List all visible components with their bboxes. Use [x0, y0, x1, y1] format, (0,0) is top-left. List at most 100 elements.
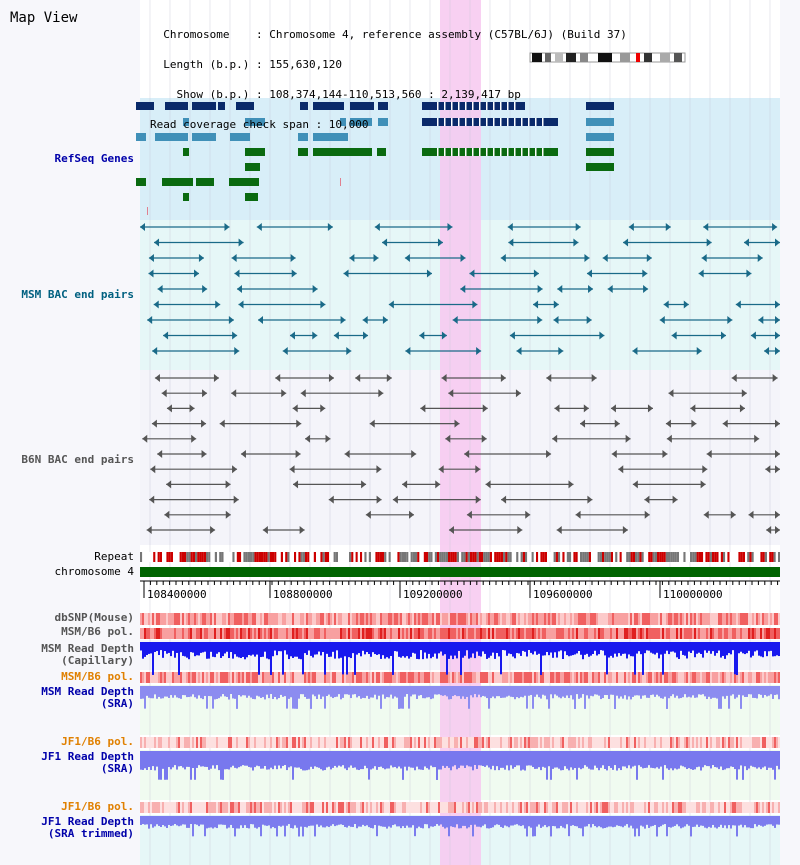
heat-cell	[324, 628, 326, 639]
track-label-jf1-depth-trimmed[interactable]: JF1 Read Depth (SRA trimmed)	[41, 815, 134, 840]
heat-cell	[554, 613, 556, 625]
heat-cell	[732, 672, 734, 683]
track-label-b6n-bac[interactable]: B6N BAC end pairs	[21, 453, 134, 466]
track-label-repeat[interactable]: Repeat	[94, 550, 134, 563]
heat-cell	[316, 802, 318, 813]
depth-bar	[570, 751, 572, 768]
heat-cell	[672, 613, 674, 625]
bac-end-marker	[466, 510, 472, 519]
ideogram-band	[644, 53, 652, 62]
heat-cell	[366, 613, 368, 625]
heat-cell	[512, 737, 514, 748]
heat-cell	[648, 802, 650, 813]
heat-cell	[438, 802, 440, 813]
heat-cell	[560, 737, 562, 748]
bac-end-marker	[164, 510, 170, 519]
heat-cell	[238, 737, 240, 748]
heat-cell	[630, 613, 632, 625]
heat-cell	[742, 737, 744, 748]
track-label-msm-bac[interactable]: MSM BAC end pairs	[21, 288, 134, 301]
depth-bar	[218, 816, 220, 825]
heat-cell	[420, 672, 422, 683]
depth-bar	[596, 816, 598, 828]
heat-cell	[342, 802, 344, 813]
depth-bar	[774, 642, 776, 657]
depth-bar	[366, 751, 368, 769]
heat-cell	[532, 737, 534, 748]
depth-bar	[376, 642, 378, 655]
track-label-msm-depth-sra[interactable]: MSM Read Depth (SRA)	[41, 685, 134, 710]
heat-cell	[674, 737, 676, 748]
heat-cell	[146, 613, 148, 625]
repeat-block	[503, 552, 506, 562]
heat-cell	[188, 802, 190, 813]
bac-end-marker	[154, 374, 160, 382]
heat-cell	[422, 628, 424, 639]
track-label-msm-b6-pol-1[interactable]: MSM/B6 pol.	[61, 625, 134, 638]
heat-cell	[636, 802, 638, 813]
depth-bar	[592, 642, 594, 655]
repeat-block	[709, 552, 712, 562]
heat-cell	[276, 672, 278, 683]
heat-cell	[296, 802, 298, 813]
depth-bar	[360, 816, 362, 827]
depth-bar	[320, 751, 322, 770]
heat-cell	[732, 613, 734, 625]
depth-bar	[152, 686, 154, 699]
heat-cell	[212, 613, 214, 625]
heat-cell	[184, 613, 186, 625]
heat-cell	[598, 672, 600, 683]
heat-cell	[716, 737, 718, 748]
depth-bar	[380, 816, 382, 827]
track-label-jf1-depth-sra[interactable]: JF1 Read Depth (SRA)	[41, 750, 134, 775]
depth-bar	[614, 642, 616, 654]
heat-cell	[666, 802, 668, 813]
track-label-dbsnp[interactable]: dbSNP(Mouse)	[54, 611, 134, 624]
heat-cell	[178, 737, 180, 748]
heat-cell	[270, 628, 272, 639]
depth-bar	[294, 642, 296, 657]
depth-bar	[516, 816, 518, 825]
depth-bar	[772, 816, 774, 826]
gene-model	[229, 178, 259, 186]
depth-bar	[498, 686, 500, 697]
bac-end-marker	[696, 347, 702, 355]
depth-bar	[180, 816, 182, 826]
depth-bar	[252, 686, 254, 699]
depth-bar	[596, 751, 598, 768]
heat-cell	[266, 672, 268, 683]
repeat-block	[674, 552, 677, 562]
depth-bar	[356, 751, 358, 770]
heat-cell	[672, 628, 674, 639]
heat-cell	[756, 613, 758, 625]
repeat-block	[217, 552, 220, 562]
depth-bar	[778, 642, 780, 657]
track-label-msm-b6-pol-2[interactable]: MSM/B6 pol.	[61, 670, 134, 683]
depth-bar	[472, 686, 474, 698]
depth-bar	[224, 686, 226, 697]
bac-end-marker	[234, 347, 240, 355]
track-label-refseq[interactable]: RefSeq Genes	[54, 152, 134, 165]
repeat-block	[432, 552, 435, 562]
depth-bar	[188, 816, 190, 828]
depth-bar	[272, 816, 274, 828]
repeat-block	[333, 552, 336, 562]
heat-cell	[644, 737, 646, 748]
depth-bar	[482, 642, 484, 652]
heat-cell	[274, 613, 276, 625]
heat-cell	[224, 802, 226, 813]
bac-end-marker	[437, 238, 443, 247]
depth-bar	[492, 642, 494, 653]
track-label-jf1-b6-pol-2[interactable]: JF1/B6 pol.	[61, 800, 134, 813]
track-label-msm-depth-capillary[interactable]: MSM Read Depth (Capillary)	[41, 642, 134, 667]
heat-cell	[336, 737, 338, 748]
depth-bar	[200, 686, 202, 699]
depth-bar	[516, 642, 518, 654]
heat-cell	[650, 737, 652, 748]
depth-bar	[624, 642, 626, 654]
heat-cell	[722, 737, 724, 748]
repeat-block	[142, 552, 145, 562]
track-label-chromosome[interactable]: chromosome 4	[54, 565, 134, 578]
track-label-jf1-b6-pol-1[interactable]: JF1/B6 pol.	[61, 735, 134, 748]
repeat-block	[214, 552, 217, 562]
